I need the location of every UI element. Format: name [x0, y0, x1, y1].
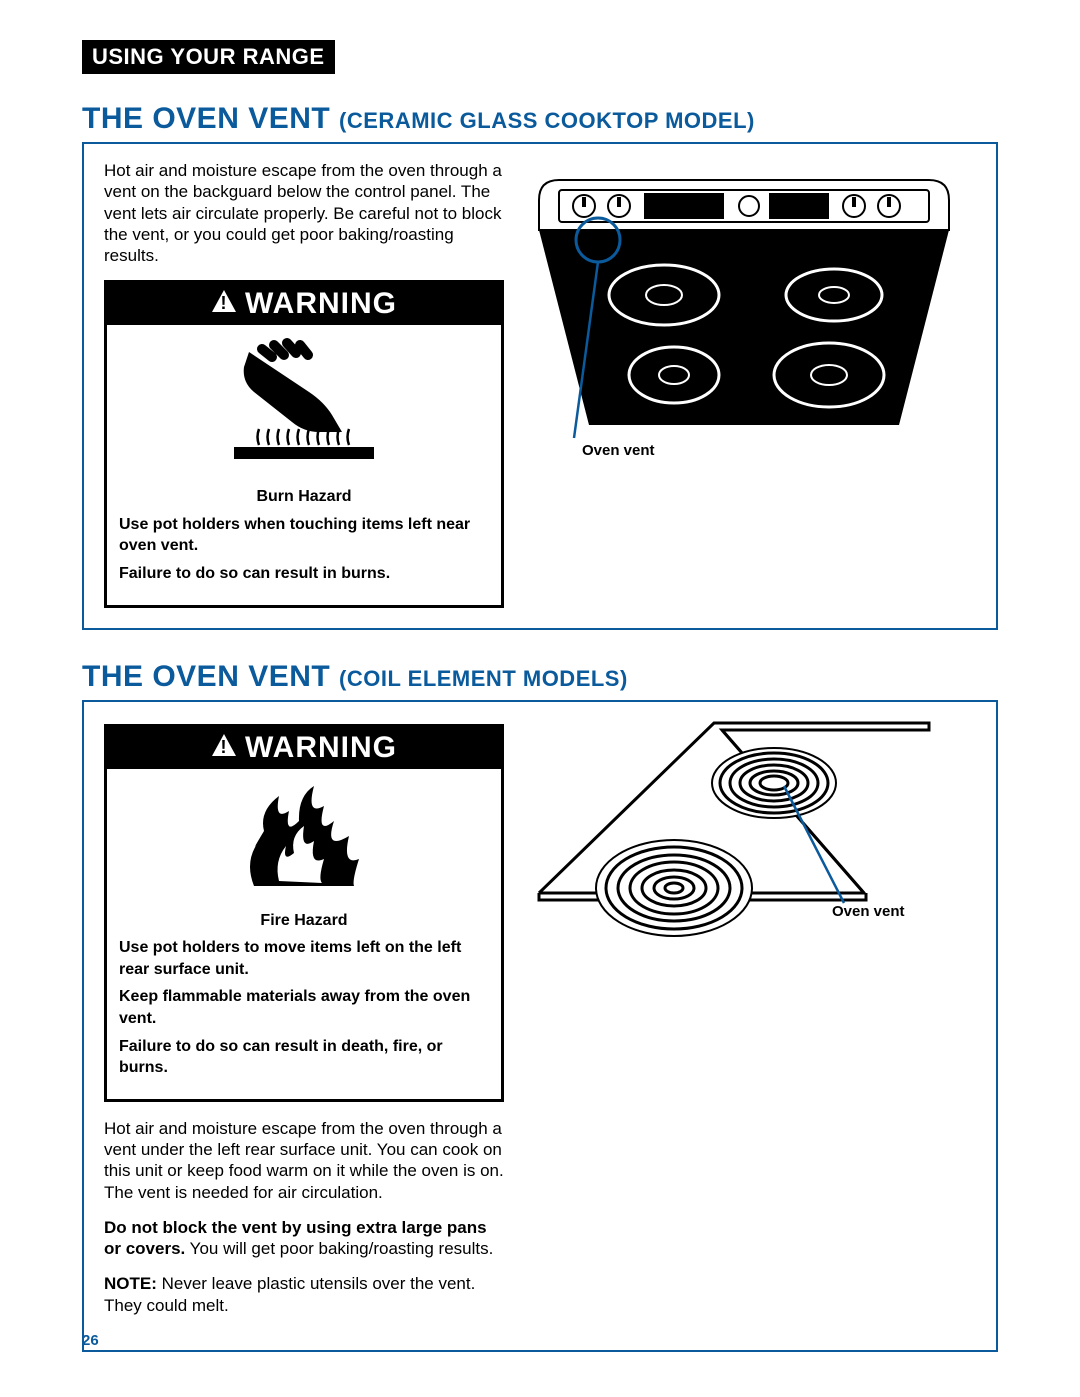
section2-warning-text: Fire Hazard Use pot holders to move item… [107, 904, 501, 1099]
ceramic-cooktop-illustration: Oven vent [534, 160, 976, 608]
fire-hazard-p2: Keep flammable materials away from the o… [119, 986, 489, 1029]
section2-body-p3-bold: NOTE: [104, 1274, 157, 1293]
section1-diagram-label: Oven vent [582, 442, 655, 459]
section2-title-main: THE OVEN VENT [82, 660, 330, 693]
section2-warning-box: ! WARNING Fire Hazard Use pot holders to… [104, 724, 504, 1102]
svg-text:!: ! [221, 737, 228, 757]
burn-hazard-title: Burn Hazard [119, 486, 489, 508]
alert-triangle-icon: ! [211, 731, 237, 765]
section1-warning-text: Burn Hazard Use pot holders when touchin… [107, 480, 501, 604]
svg-text:!: ! [221, 293, 228, 313]
fire-hazard-p3: Failure to do so can result in death, fi… [119, 1036, 489, 1079]
burn-hazard-p2: Failure to do so can result in burns. [119, 563, 489, 585]
section2-body-p3-rest: Never leave plastic utensils over the ve… [104, 1274, 475, 1314]
section2-body-p1: Hot air and moisture escape from the ove… [104, 1118, 504, 1203]
section1-title: THE OVEN VENT (CERAMIC GLASS COOKTOP MOD… [82, 102, 998, 136]
warning-label-2: WARNING [245, 731, 397, 765]
section1-title-main: THE OVEN VENT [82, 102, 330, 135]
section2-body-p2: Do not block the vent by using extra lar… [104, 1217, 504, 1260]
page-number: 26 [82, 1332, 99, 1349]
fire-hazard-p1: Use pot holders to move items left on th… [119, 937, 489, 980]
section2-title: THE OVEN VENT (COIL ELEMENT MODELS) [82, 660, 998, 694]
burn-hazard-p1: Use pot holders when touching items left… [119, 514, 489, 557]
section1-warning-box: ! WARNING [104, 280, 504, 607]
section1-title-sub: (CERAMIC GLASS COOKTOP MODEL) [339, 108, 755, 133]
coil-element-illustration: Oven vent [534, 718, 976, 1330]
section2-body-p3: NOTE: Never leave plastic utensils over … [104, 1273, 504, 1316]
alert-triangle-icon: ! [211, 287, 237, 321]
warning-label: WARNING [245, 287, 397, 321]
section-header-bar: USING YOUR RANGE [82, 40, 335, 74]
section1-box: Hot air and moisture escape from the ove… [82, 142, 998, 630]
warning-header-2: ! WARNING [107, 727, 501, 769]
section2-title-sub: (COIL ELEMENT MODELS) [339, 666, 628, 691]
section2-body-p2-rest: You will get poor baking/roasting result… [185, 1239, 493, 1258]
warning-header: ! WARNING [107, 283, 501, 325]
fire-hazard-title: Fire Hazard [119, 910, 489, 932]
burn-hazard-illustration [107, 325, 501, 480]
section2-diagram-label: Oven vent [832, 903, 905, 920]
fire-hazard-illustration [107, 769, 501, 904]
section1-intro: Hot air and moisture escape from the ove… [104, 160, 504, 266]
section2-box: ! WARNING Fire Hazard Use pot holders to… [82, 700, 998, 1352]
